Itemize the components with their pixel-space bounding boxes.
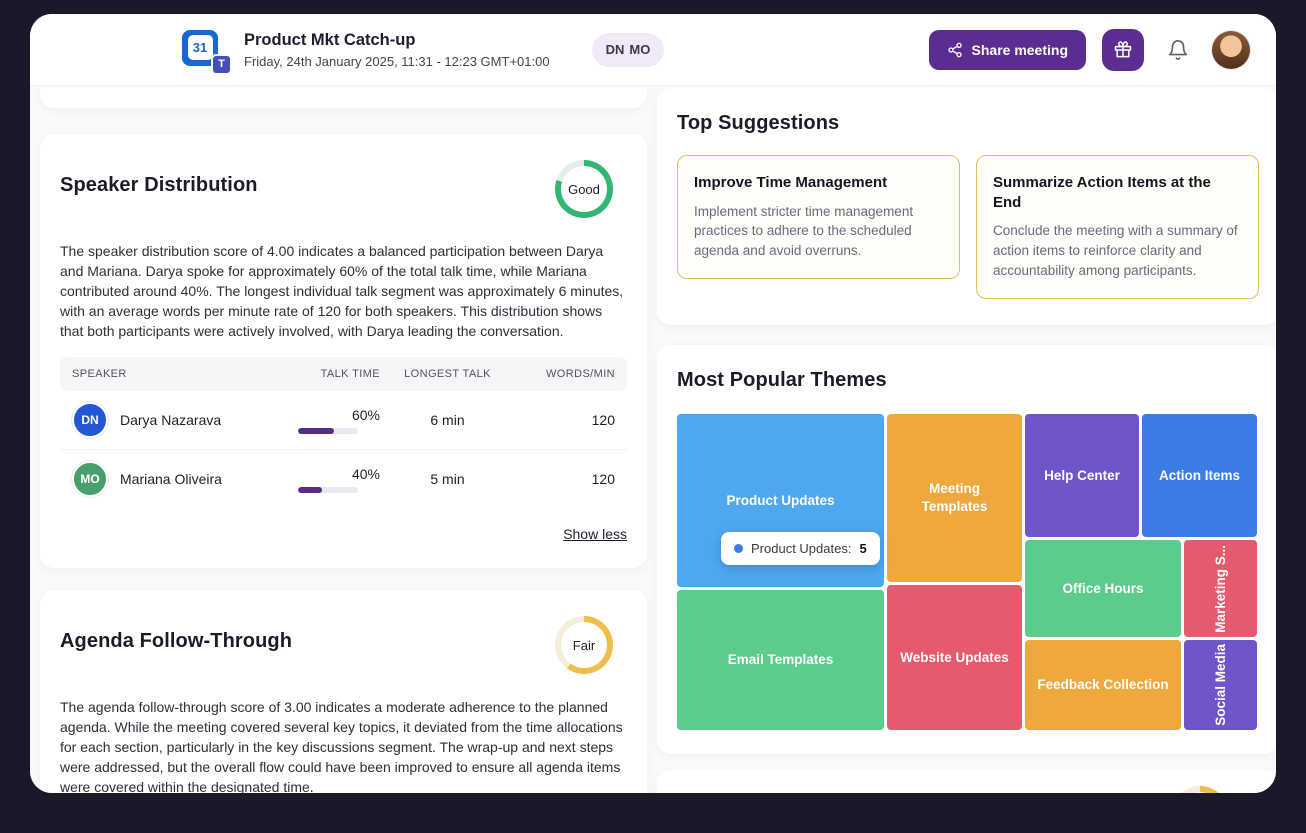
share-icon bbox=[947, 42, 962, 57]
left-column: Speaker Distribution Good The speaker di… bbox=[40, 88, 647, 793]
speaker-table-header: SPEAKER TALK TIME LONGEST TALK WORDS/MIN bbox=[60, 357, 627, 392]
google-calendar-icon: 31 bbox=[182, 29, 218, 66]
score-badge-fair: Fair bbox=[555, 616, 613, 675]
treemap-tile-label: Feedback Collection bbox=[1037, 677, 1169, 693]
header-talk-time: TALK TIME bbox=[320, 368, 380, 381]
treemap-tile-label: Help Center bbox=[1044, 467, 1120, 483]
share-meeting-button[interactable]: Share meeting bbox=[928, 29, 1086, 70]
treemap-tile-help-center[interactable]: Help Center bbox=[1025, 413, 1139, 537]
header-longest-talk: LONGEST TALK bbox=[404, 368, 491, 381]
participant-initials: DN bbox=[605, 42, 625, 57]
speaker-distribution-description: The speaker distribution score of 4.00 i… bbox=[60, 243, 624, 339]
top-suggestions-card: Top Suggestions Improve Time Management … bbox=[657, 88, 1276, 325]
talk-time-bar-fill bbox=[298, 486, 322, 493]
participant-initials: MO bbox=[629, 42, 651, 57]
notifications-button[interactable] bbox=[1160, 32, 1196, 68]
words-per-min-value: 120 bbox=[591, 412, 615, 429]
right-column: Top Suggestions Improve Time Management … bbox=[657, 88, 1276, 793]
talk-time-bar-fill bbox=[298, 427, 334, 434]
speaker-table: SPEAKER TALK TIME LONGEST TALK WORDS/MIN… bbox=[60, 357, 627, 508]
header-speaker: SPEAKER bbox=[72, 368, 127, 381]
bell-icon bbox=[1168, 39, 1188, 60]
cutoff-card-top bbox=[40, 88, 647, 108]
suggestion-card: Improve Time Management Implement strict… bbox=[677, 155, 960, 280]
score-badge-partial bbox=[1171, 785, 1229, 793]
gift-button[interactable] bbox=[1102, 28, 1144, 71]
most-popular-themes-card: Most Popular Themes Product Updates: 5 P… bbox=[657, 344, 1276, 754]
suggestion-body: Implement stricter time management pract… bbox=[694, 203, 914, 259]
treemap-tile-website-updates[interactable]: Website Updates bbox=[887, 584, 1022, 730]
meeting-title: Product Mkt Catch-up bbox=[244, 30, 416, 49]
treemap-tile-label: Action Items bbox=[1158, 467, 1240, 483]
treemap-tile-product-updates[interactable]: Product Updates bbox=[677, 413, 884, 587]
table-row: DN Darya Nazarava 60% 6 min 120 bbox=[60, 391, 627, 451]
speaker-name: Mariana Oliveira bbox=[120, 471, 222, 488]
treemap-tile-action-items[interactable]: Action Items bbox=[1142, 413, 1257, 537]
meeting-source-icons: 31 T bbox=[182, 29, 232, 75]
themes-treemap: Product Updates: 5 Product Updates Meetin… bbox=[677, 413, 1259, 730]
treemap-tile-label: Website Updates bbox=[900, 649, 1009, 665]
treemap-tile-label: Marketing S... bbox=[1212, 544, 1228, 633]
suggestion-title: Improve Time Management bbox=[694, 174, 888, 191]
speaker-avatar: MO bbox=[72, 461, 108, 498]
treemap-tile-label: Office Hours bbox=[1062, 580, 1144, 596]
most-popular-themes-title: Most Popular Themes bbox=[677, 368, 887, 391]
talk-time-bar bbox=[298, 486, 358, 493]
speaker-distribution-title: Speaker Distribution bbox=[60, 174, 258, 196]
speaker-name: Darya Nazarava bbox=[120, 412, 222, 429]
longest-talk-value: 6 min bbox=[430, 412, 465, 429]
meeting-datetime: Friday, 24th January 2025, 11:31 - 12:23… bbox=[244, 53, 550, 69]
score-badge-label: Good bbox=[568, 181, 600, 197]
treemap-tile-social-media[interactable]: Social Media bbox=[1184, 639, 1257, 730]
suggestion-card: Summarize Action Items at the End Conclu… bbox=[976, 155, 1259, 299]
speaker-distribution-card: Speaker Distribution Good The speaker di… bbox=[40, 134, 647, 569]
meeting-info: Product Mkt Catch-up Friday, 24th Januar… bbox=[244, 31, 550, 69]
agenda-follow-through-title: Agenda Follow-Through bbox=[60, 630, 293, 653]
treemap-tile-label: Meeting Templates bbox=[921, 481, 988, 514]
treemap-tile-label: Social Media bbox=[1212, 644, 1228, 726]
treemap-tile-meeting-templates[interactable]: Meeting Templates bbox=[887, 413, 1022, 582]
talk-time-bar bbox=[298, 427, 358, 434]
header-words-per-min: WORDS/MIN bbox=[546, 368, 615, 381]
treemap-tile-label: Email Templates bbox=[727, 652, 834, 668]
words-per-min-value: 120 bbox=[591, 471, 615, 488]
score-badge-label: Fair bbox=[572, 637, 596, 653]
treemap-tile-label: Product Updates bbox=[726, 492, 835, 508]
cutoff-card-bottom bbox=[657, 769, 1276, 793]
agenda-follow-through-card: Agenda Follow-Through Fair The agenda fo… bbox=[40, 590, 647, 793]
treemap-tile-marketing-s[interactable]: Marketing S... bbox=[1184, 539, 1257, 637]
talk-time-value: 60% bbox=[351, 406, 380, 423]
calendar-day-label: 31 bbox=[187, 35, 213, 60]
app-window: 31 T Product Mkt Catch-up Friday, 24th J… bbox=[30, 14, 1276, 793]
show-less-link[interactable]: Show less bbox=[563, 526, 627, 543]
longest-talk-value: 5 min bbox=[430, 471, 465, 488]
top-suggestions-title: Top Suggestions bbox=[677, 112, 840, 134]
meeting-header: 31 T Product Mkt Catch-up Friday, 24th J… bbox=[30, 14, 1276, 86]
treemap-tile-office-hours[interactable]: Office Hours bbox=[1025, 539, 1181, 637]
talk-time-value: 40% bbox=[351, 465, 380, 482]
main-content: Speaker Distribution Good The speaker di… bbox=[30, 86, 1276, 793]
suggestion-title: Summarize Action Items at the End bbox=[993, 174, 1211, 211]
score-badge-good: Good bbox=[555, 160, 613, 218]
suggestion-body: Conclude the meeting with a summary of a… bbox=[993, 223, 1238, 278]
participants-chip[interactable]: DN MO bbox=[591, 32, 665, 67]
header-actions: Share meeting bbox=[928, 28, 1250, 71]
treemap-tile-feedback-collection[interactable]: Feedback Collection bbox=[1025, 639, 1181, 730]
agenda-follow-through-description: The agenda follow-through score of 3.00 … bbox=[60, 699, 623, 793]
user-avatar[interactable] bbox=[1212, 30, 1250, 69]
speaker-avatar: DN bbox=[72, 402, 108, 439]
treemap-tile-email-templates[interactable]: Email Templates bbox=[677, 589, 884, 730]
gift-icon bbox=[1114, 40, 1132, 57]
table-row: MO Mariana Oliveira 40% 5 min 120 bbox=[60, 450, 627, 508]
share-meeting-label: Share meeting bbox=[971, 41, 1068, 58]
ms-teams-icon: T bbox=[211, 53, 232, 75]
